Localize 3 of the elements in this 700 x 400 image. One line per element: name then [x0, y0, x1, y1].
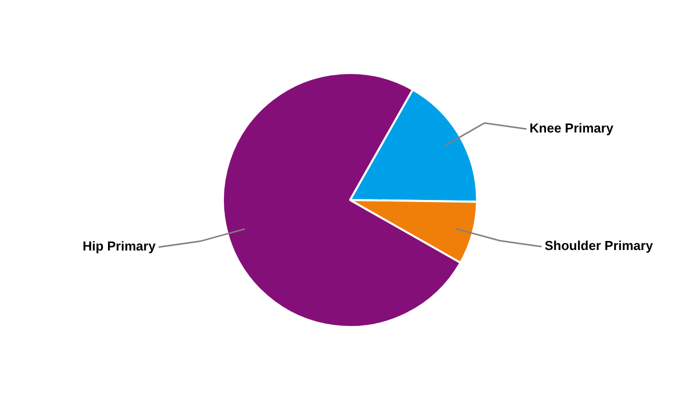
slice-label: Shoulder Primary — [544, 238, 654, 254]
slice-label: Hip Primary — [82, 238, 156, 254]
slice-label: Knee Primary — [530, 120, 614, 136]
